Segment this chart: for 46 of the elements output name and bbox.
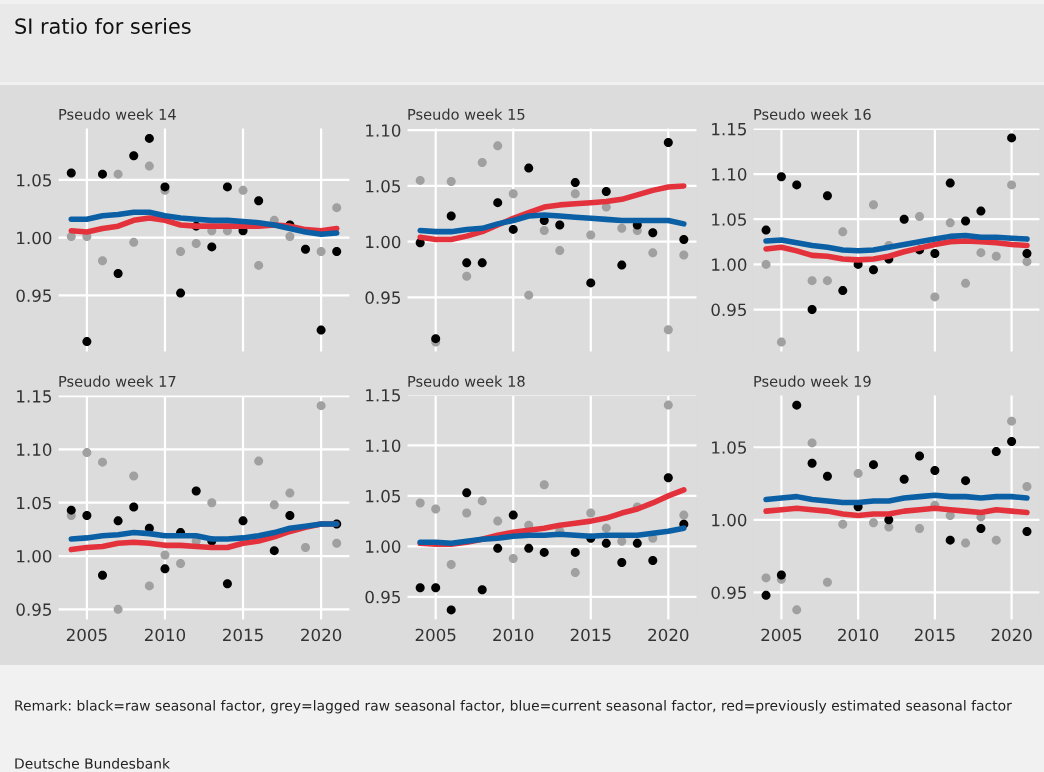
chart-title: Pseudo week 17 — [59, 375, 176, 387]
y-tick-label: 1.10 — [366, 124, 401, 137]
text: Deutsche Bundesbank — [15, 758, 170, 769]
x-tick-label: 2010 — [838, 628, 879, 642]
y-tick-label: 1.10 — [712, 168, 747, 181]
y-tick-label: 1.05 — [366, 179, 400, 193]
x-tick-label: 2020 — [301, 628, 342, 642]
y-tick-label: 1.10 — [366, 439, 401, 453]
y-tick-label: 0.95 — [16, 289, 51, 302]
y-tick-label: 0.95 — [16, 603, 51, 616]
y-tick-label: 0.95 — [365, 291, 400, 304]
x-tick-label: 2005 — [415, 628, 456, 642]
chart-title: Pseudo week 18 — [408, 375, 525, 387]
chart-title: Pseudo week 14 — [59, 108, 176, 120]
y-tick-label: 0.95 — [711, 586, 746, 599]
y-tick-label: 1.00 — [366, 235, 401, 249]
x-tick-label: 2005 — [761, 628, 802, 642]
y-tick-label: 1.00 — [712, 258, 747, 271]
x-tick-label: 2020 — [648, 628, 689, 642]
y-tick-label: 1.05 — [17, 173, 51, 187]
x-tick-label: 2010 — [493, 628, 534, 642]
x-tick-label: 2020 — [991, 628, 1032, 642]
y-tick-label: 1.05 — [366, 489, 400, 503]
y-tick-label: 1.05 — [712, 441, 746, 454]
y-tick-label: 1.00 — [17, 549, 52, 563]
y-tick-label: 1.15 — [366, 389, 400, 402]
y-tick-label: 1.15 — [712, 123, 746, 136]
y-tick-label: 1.00 — [17, 231, 52, 245]
y-tick-label: 1.10 — [17, 443, 52, 456]
x-tick-label: 2015 — [223, 628, 263, 642]
x-tick-label: 2005 — [66, 628, 107, 642]
y-tick-label: 1.05 — [17, 496, 51, 510]
x-tick-label: 2015 — [570, 628, 611, 642]
y-tick-label: 1.00 — [366, 540, 401, 553]
text: SI ratio for series — [15, 17, 191, 35]
chart-title: Pseudo week 15 — [408, 108, 525, 120]
x-tick-label: 2015 — [914, 628, 955, 642]
text: Remark: black=raw seasonal factor, grey=lagged raw seasonal factor, blue=current seasonal factor, red=previously estimated seasonal factor — [15, 700, 1012, 714]
y-tick-label: 1.05 — [712, 213, 746, 226]
chart-title: Pseudo week 16 — [754, 108, 871, 120]
y-tick-label: 1.00 — [712, 513, 747, 527]
y-tick-label: 0.95 — [365, 590, 400, 604]
x-tick-label: 2010 — [144, 628, 186, 642]
chart-title: Pseudo week 19 — [754, 375, 871, 387]
y-tick-label: 1.15 — [17, 390, 51, 403]
y-tick-label: 0.95 — [711, 303, 746, 317]
